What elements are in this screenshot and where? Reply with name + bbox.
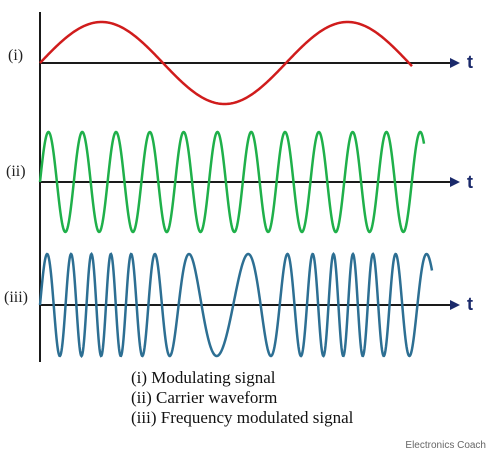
arrow-head-icon bbox=[450, 300, 460, 310]
arrow-head-icon bbox=[450, 58, 460, 68]
arrow-head-icon bbox=[450, 177, 460, 187]
row-label-ii: (ii) bbox=[6, 163, 26, 180]
modulating-signal-wave bbox=[39, 20, 413, 106]
time-axis-iii: t bbox=[40, 294, 473, 314]
carrier-waveform-wave bbox=[38, 130, 426, 234]
time-axis-ii: t bbox=[40, 172, 473, 192]
row-label-i: (i) bbox=[8, 47, 23, 64]
fm-signal-wave bbox=[38, 251, 434, 358]
legend: (i) Modulating signal (ii) Carrier wavef… bbox=[131, 368, 353, 428]
time-axis-i: t bbox=[40, 52, 473, 72]
legend-item-fm: (iii) Frequency modulated signal bbox=[131, 408, 354, 427]
row-label-iii: (iii) bbox=[4, 289, 28, 306]
legend-item-carrier: (ii) Carrier waveform bbox=[131, 388, 278, 407]
credit-watermark: Electronics Coach bbox=[405, 440, 486, 451]
legend-item-modulating: (i) Modulating signal bbox=[131, 368, 276, 387]
axis-label-t: t bbox=[467, 294, 473, 314]
axis-label-t: t bbox=[467, 172, 473, 192]
axis-label-t: t bbox=[467, 52, 473, 72]
